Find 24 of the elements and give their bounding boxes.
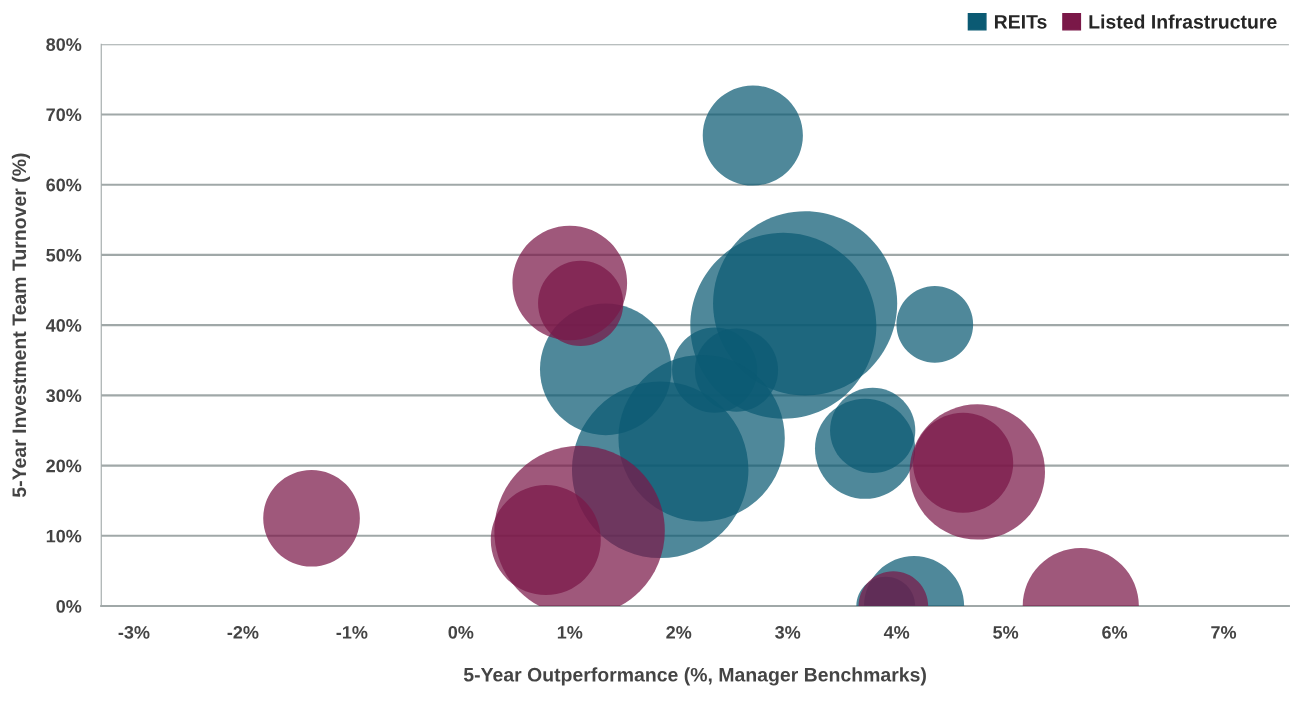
y-axis-title: 5-Year Investment Team Turnover (%) bbox=[11, 153, 30, 498]
y-tick-label: 50% bbox=[46, 248, 82, 262]
x-tick-label: 4% bbox=[883, 626, 910, 639]
y-tick-label: 0% bbox=[56, 599, 82, 613]
x-tick-label: 1% bbox=[557, 626, 583, 639]
x-tick-label: 2% bbox=[666, 625, 692, 639]
legend-label: REITs bbox=[994, 15, 1047, 29]
y-tick-label: 70% bbox=[46, 108, 82, 122]
x-tick-label: 5% bbox=[993, 626, 1019, 639]
y-tick-label: 60% bbox=[46, 178, 82, 192]
x-tick-label: 0% bbox=[448, 625, 474, 639]
y-tick-label: 10% bbox=[46, 529, 82, 543]
x-tick-label: 6% bbox=[1102, 625, 1128, 639]
x-tick-label: 3% bbox=[775, 625, 801, 639]
legend-label: Listed Infrastructure bbox=[1089, 14, 1277, 29]
y-tick-label: 30% bbox=[46, 389, 82, 403]
x-tick-label: -2% bbox=[227, 625, 259, 639]
x-axis-title: 5-Year Outperformance (%, Manager Benchmarks) bbox=[463, 667, 926, 686]
y-tick-label: 80% bbox=[46, 38, 82, 51]
y-tick-label: 20% bbox=[46, 459, 82, 473]
x-tick-label: 7% bbox=[1211, 626, 1237, 639]
y-tick-label: 40% bbox=[45, 319, 82, 332]
x-tick-label: -1% bbox=[336, 626, 368, 639]
x-tick-label: -3% bbox=[118, 625, 150, 639]
